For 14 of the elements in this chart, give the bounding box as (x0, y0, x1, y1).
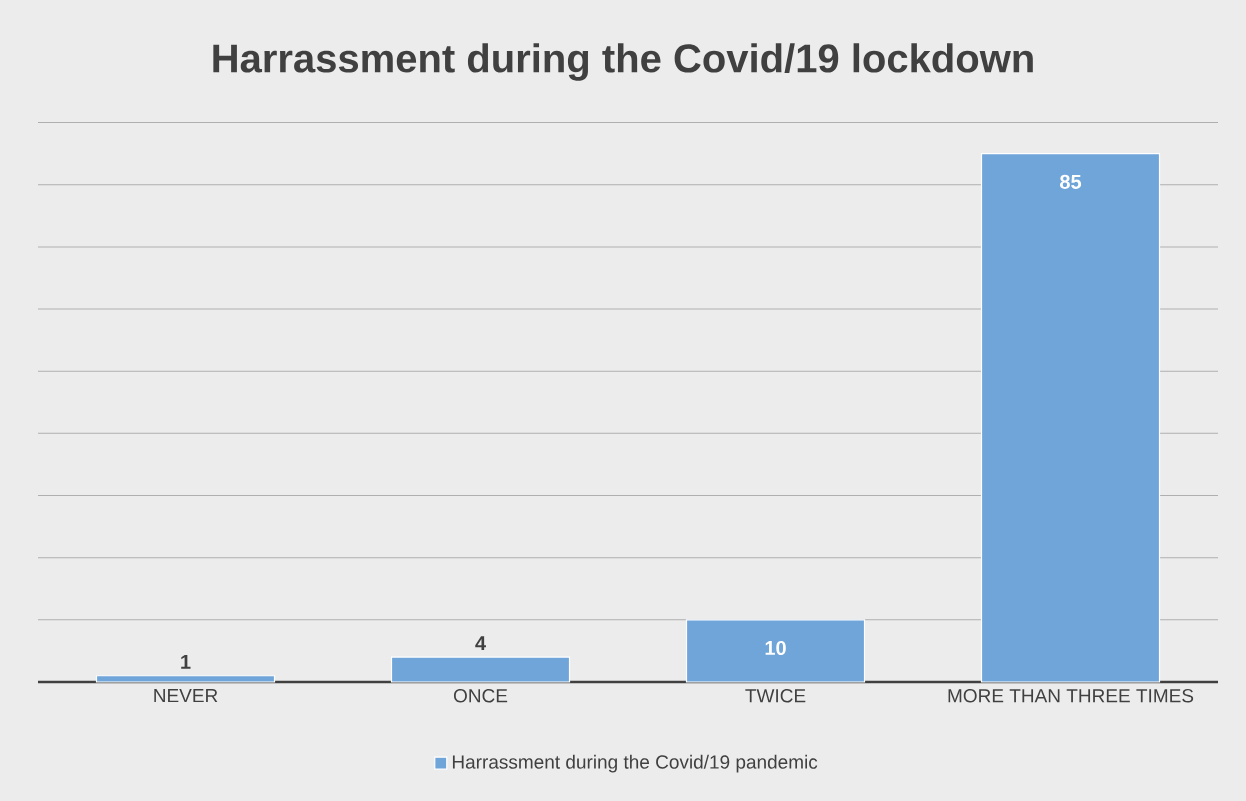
data-label: 85 (1060, 174, 1082, 189)
data-label: 10 (765, 640, 786, 656)
data-label: 4 (475, 636, 486, 651)
bar (980, 153, 1161, 683)
bar (685, 619, 866, 683)
chart-title: Harrassment during the Covid/19 lockdown (213, 43, 1033, 81)
bar (95, 675, 276, 683)
x-tick-label: TWICE (745, 689, 806, 703)
x-tick-label: ONCE (453, 689, 508, 703)
data-label: 1 (181, 654, 191, 669)
x-tick-label: MORE THAN THREE TIMES (948, 689, 1194, 703)
bar (390, 656, 571, 683)
legend-label: Harrassment during the Covid/19 pandemic (452, 754, 818, 773)
x-tick-label: NEVER (154, 689, 218, 703)
